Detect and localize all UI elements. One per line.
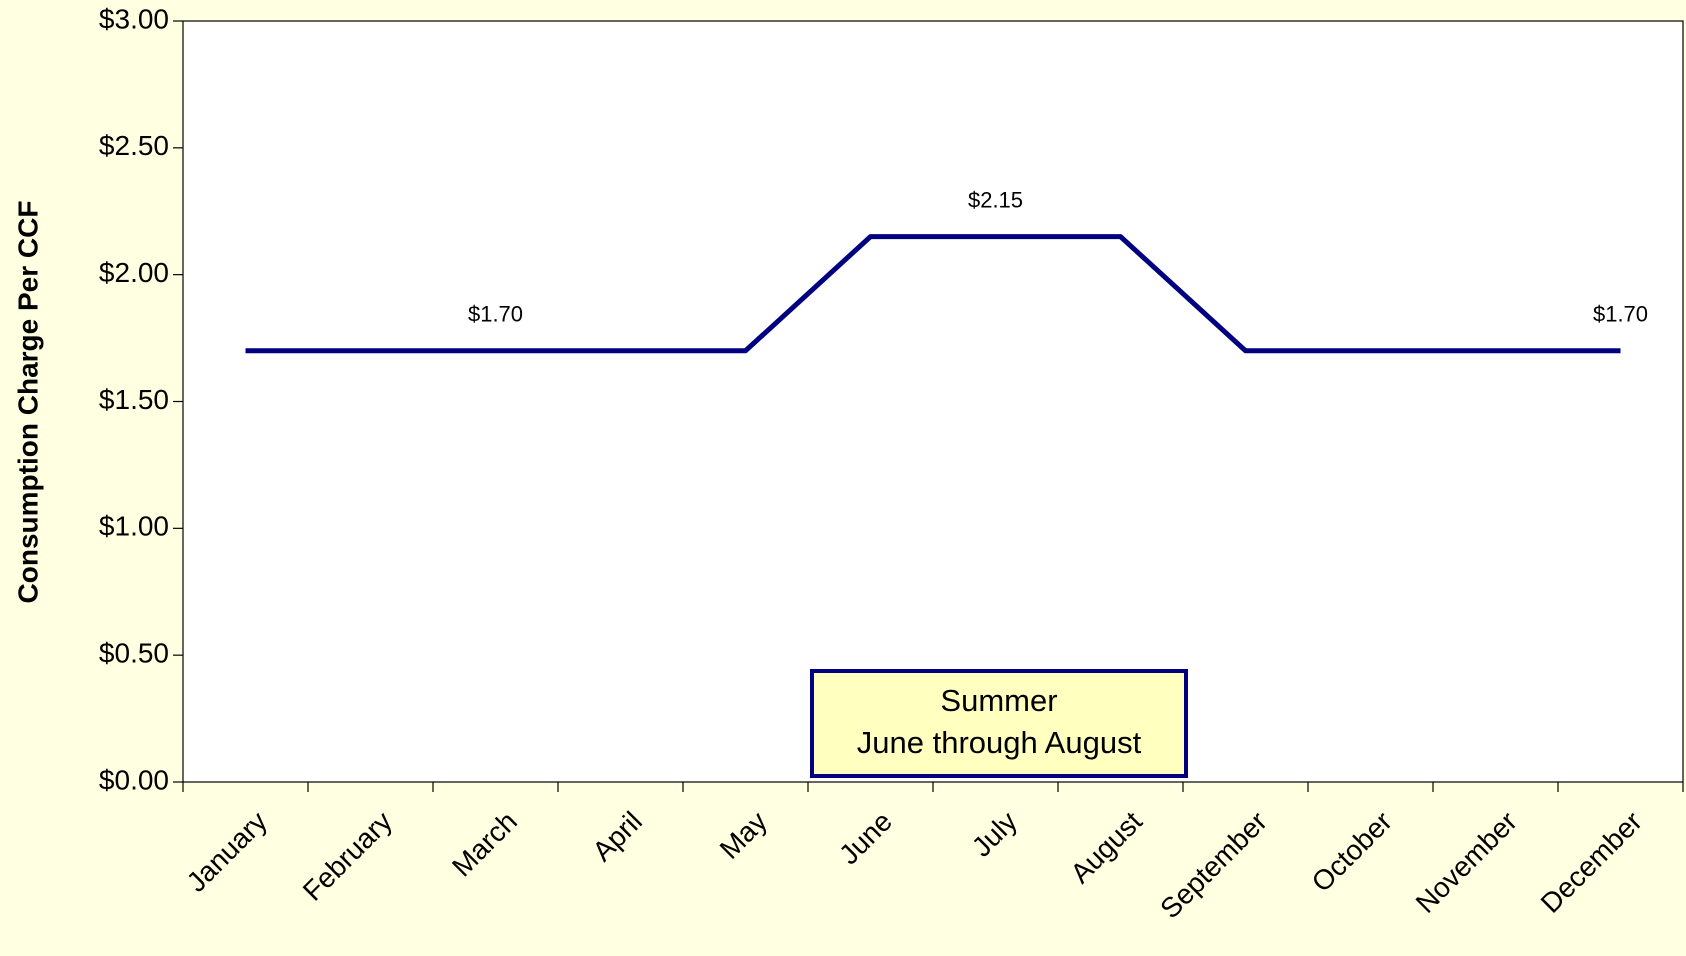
x-tick-label: September — [1154, 806, 1273, 925]
y-tick-label: $0.00 — [99, 764, 169, 795]
data-label: $1.70 — [1593, 302, 1648, 327]
y-tick-label: $1.00 — [99, 511, 169, 542]
x-tick-label: August — [1064, 805, 1148, 889]
x-tick-label: June — [833, 806, 898, 871]
data-label: $2.15 — [968, 187, 1023, 212]
annotation-line: Summer — [940, 683, 1057, 718]
y-tick-label: $3.00 — [99, 3, 169, 34]
x-tick-label: October — [1306, 806, 1398, 898]
x-tick-label: March — [446, 806, 523, 883]
data-label: $1.70 — [468, 302, 523, 327]
x-tick-label: December — [1535, 806, 1648, 919]
y-axis-title: Consumption Charge Per CCF — [12, 201, 43, 604]
x-tick-label: July — [966, 806, 1023, 863]
y-tick-label: $1.50 — [99, 384, 169, 415]
annotation-box — [810, 669, 1188, 778]
annotation-line: June through August — [857, 725, 1142, 760]
y-tick-label: $0.50 — [99, 638, 169, 669]
x-tick-label: May — [714, 806, 773, 865]
line — [245, 234, 1621, 354]
x-tick-label: April — [586, 806, 648, 868]
x-tick-label: November — [1410, 806, 1523, 919]
y-tick-label: $2.50 — [99, 130, 169, 161]
plot-area — [182, 20, 1684, 783]
y-tick-label: $2.00 — [99, 257, 169, 288]
x-tick-label: January — [181, 806, 273, 898]
x-tick-label: February — [297, 806, 398, 907]
